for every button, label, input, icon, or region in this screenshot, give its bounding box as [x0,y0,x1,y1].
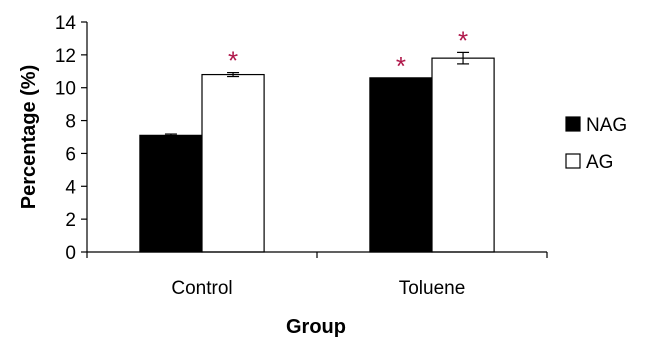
y-axis-title: Percentage (%) [18,65,40,210]
y-tick-label: 0 [65,243,76,264]
x-axis-category-labels: Control Toluene [171,278,465,299]
legend-label: NAG [586,115,627,136]
y-tick-label: 8 [65,112,76,133]
y-tick-label: 4 [65,177,76,198]
legend-swatch [565,153,581,169]
x-axis-title: Group [286,316,346,338]
bar [201,73,265,253]
y-axis-ticks: 0 2 4 6 8 10 12 14 [55,13,87,264]
bars-layer [139,57,495,253]
bar [369,77,433,253]
significance-star: * [228,46,238,76]
bar [431,57,495,253]
bar [139,134,203,253]
x-axis-ticks [86,252,548,258]
x-category-label: Toluene [399,278,466,299]
legend: NAG AG [565,115,627,173]
y-tick-label: 14 [55,13,77,34]
y-tick-label: 6 [65,144,76,165]
significance-markers-layer: * * * [228,25,468,80]
significance-star: * [396,51,406,81]
significance-star: * [458,25,468,55]
y-tick-label: 2 [65,210,76,231]
y-tick-label: 10 [55,79,76,100]
x-category-label: Control [171,278,232,299]
y-tick-label: 12 [55,46,76,67]
legend-label: AG [586,152,613,173]
legend-swatch [565,116,581,132]
error-bars-layer [164,51,470,138]
